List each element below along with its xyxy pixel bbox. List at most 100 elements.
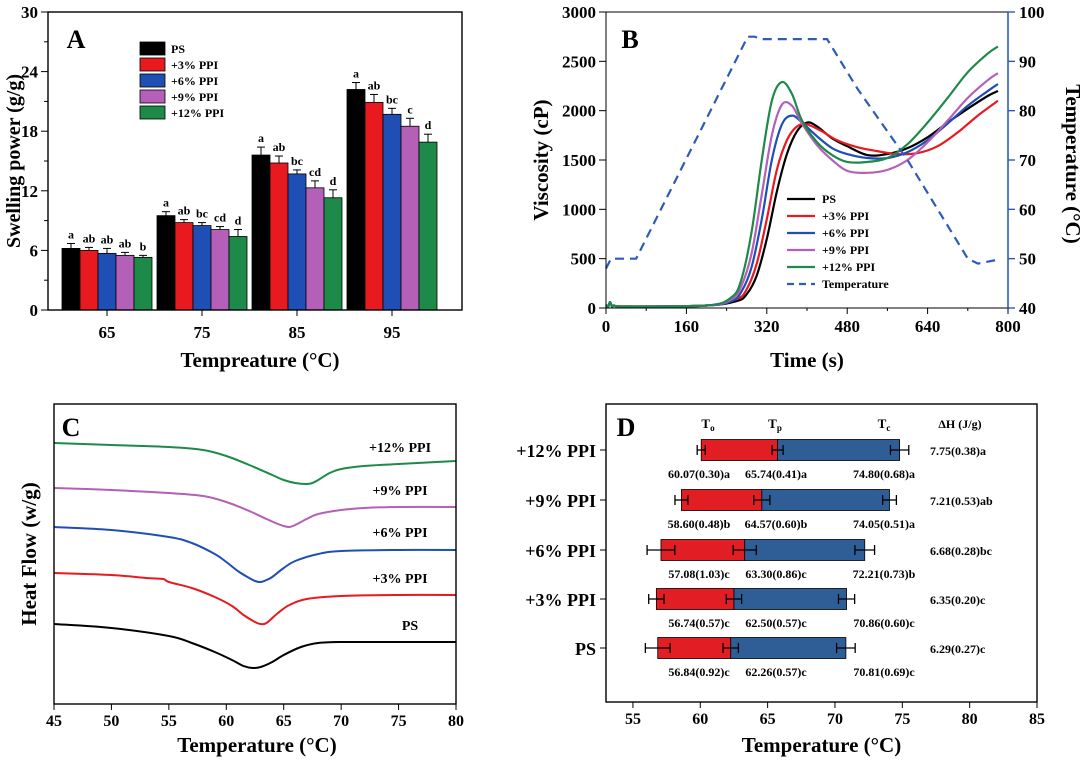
x-tick-label: 55 — [625, 711, 641, 728]
y2-tick-label: 100 — [1019, 3, 1045, 22]
significance-letter: cd — [309, 165, 321, 179]
y-tick-label: 2000 — [562, 102, 596, 121]
y-tick-label: 6 — [30, 241, 39, 260]
x-tick-label: 85 — [289, 323, 306, 342]
significance-letter: ab — [178, 204, 191, 218]
onset-value-label: 56.84(0.92)c — [668, 665, 730, 679]
legend-label: PS — [171, 42, 185, 56]
x-axis-label: Temperature (°C) — [177, 733, 336, 757]
significance-letter: cd — [214, 211, 226, 225]
y-tick-label: 3000 — [562, 3, 596, 22]
legend-label: +12% PPI — [822, 260, 875, 274]
y-tick-label: 30 — [21, 3, 38, 22]
panel-c-heat-flow-chart: 45 50 55 60 65 70 75 80 Heat Flow (w/g) Temperatu… — [17, 403, 464, 757]
bar--6-ppi-75 — [192, 225, 212, 311]
bar-ps-85 — [251, 154, 271, 311]
series-line--12-ppi — [605, 45, 999, 309]
bar--3-ppi-75 — [174, 222, 194, 311]
bar--6-ppi-85 — [287, 173, 307, 311]
bar-peak-to-conclusion — [733, 588, 847, 610]
x-tick-label: 800 — [995, 317, 1021, 336]
bar-ps-65 — [61, 248, 81, 311]
header-dh: ΔH (J/g) — [938, 417, 981, 431]
significance-letter: a — [353, 67, 359, 81]
header-tc-subscript: c — [886, 423, 890, 433]
significance-letter: ab — [368, 78, 381, 92]
legend-label: +9% PPI — [171, 90, 218, 104]
conclusion-value-label: 72.21(0.73)b — [853, 567, 916, 581]
heat-flow-curve--12-ppi — [53, 442, 457, 486]
x-tick-label: 160 — [674, 317, 700, 336]
x-axis-label: Time (s) — [770, 348, 844, 372]
legend-swatch — [139, 89, 166, 104]
bar-onset-to-peak — [700, 439, 778, 461]
x-tick-label: 65 — [99, 323, 116, 342]
x-tick-label: 65 — [276, 713, 292, 730]
y2-tick-label: 90 — [1019, 52, 1036, 71]
conclusion-value-label: 74.05(0.51)a — [853, 517, 915, 531]
legend-label: +3% PPI — [171, 58, 218, 72]
curve-label: +3% PPI — [372, 572, 427, 587]
y2-tick-label: 80 — [1019, 102, 1036, 121]
x-tick-label: 75 — [391, 713, 407, 730]
x-tick-label: 80 — [448, 713, 464, 730]
significance-letter: c — [407, 102, 413, 116]
curve-label: +9% PPI — [372, 484, 427, 499]
peak-value-label: 64.57(0.60)b — [745, 517, 808, 531]
bar-peak-to-conclusion — [761, 489, 890, 511]
x-tick-label: 55 — [161, 713, 177, 730]
onset-value-label: 56.74(0.57)c — [668, 616, 730, 630]
y-tick-label: 12 — [21, 182, 38, 201]
y2-tick-label: 40 — [1019, 299, 1036, 318]
x-axis-label: Temperature (°C) — [742, 733, 901, 757]
x-tick-label: 480 — [834, 317, 860, 336]
legend-label: +6% PPI — [171, 74, 218, 88]
header-tp-subscript: p — [777, 423, 782, 433]
y-tick-label: 24 — [21, 63, 39, 82]
x-tick-label: 95 — [384, 323, 401, 342]
plot-frame-c — [53, 403, 457, 705]
x-tick-label: 320 — [754, 317, 780, 336]
bar--9-ppi-95 — [400, 125, 420, 311]
panel-b-viscosity-chart: 0500100015002000250030004050607080901000… — [529, 3, 1080, 372]
y-tick-label: 1000 — [562, 200, 596, 219]
bar--12-ppi-85 — [323, 197, 343, 311]
header-tc: Tc — [878, 416, 891, 433]
legend-label: +3% PPI — [822, 209, 869, 223]
bar--12-ppi-75 — [228, 236, 248, 311]
x-tick-label: 70 — [827, 711, 843, 728]
enthalpy-value-label: 7.21(0.53)ab — [930, 494, 993, 508]
curve-label: +6% PPI — [372, 526, 427, 541]
significance-letter: b — [140, 239, 147, 253]
heat-flow-curve--3-ppi — [53, 572, 457, 626]
x-tick-label: 60 — [218, 713, 234, 730]
x-tick-label: 50 — [103, 713, 119, 730]
x-tick-label: 80 — [962, 711, 978, 728]
x-tick-label: 60 — [692, 711, 708, 728]
y-tick-label: 18 — [21, 122, 38, 141]
peak-value-label: 62.50(0.57)c — [745, 616, 807, 630]
panel-a-swelling-power-chart: 0 6 12 18 24 30 Swelling power (g/g) Tempreatur… — [3, 3, 463, 372]
peak-value-label: 65.74(0.41)a — [745, 467, 807, 481]
significance-letter: bc — [386, 92, 399, 106]
significance-letter: bc — [196, 207, 209, 221]
y-tick-label: 500 — [571, 250, 597, 269]
y-axis-label: Viscosity (cP) — [529, 99, 553, 220]
bar-onset-to-peak — [681, 489, 763, 511]
x-tick-label: 45 — [46, 713, 62, 730]
category-label: +3% PPI — [525, 590, 596, 610]
enthalpy-value-label: 7.75(0.38)a — [930, 444, 986, 458]
significance-letter: d — [235, 214, 242, 228]
category-label: +9% PPI — [525, 491, 596, 511]
significance-letter: a — [163, 196, 169, 210]
panel-letter-d: D — [617, 413, 636, 442]
significance-letter: bc — [291, 154, 304, 168]
conclusion-value-label: 70.81(0.69)c — [853, 665, 915, 679]
y-tick-label: 0 — [30, 301, 39, 320]
heat-flow-curve--9-ppi — [53, 487, 457, 529]
category-label: +6% PPI — [525, 541, 596, 561]
x-tick-label: 640 — [915, 317, 941, 336]
x-tick-label: 85 — [1029, 711, 1045, 728]
bar--9-ppi-75 — [210, 229, 230, 311]
